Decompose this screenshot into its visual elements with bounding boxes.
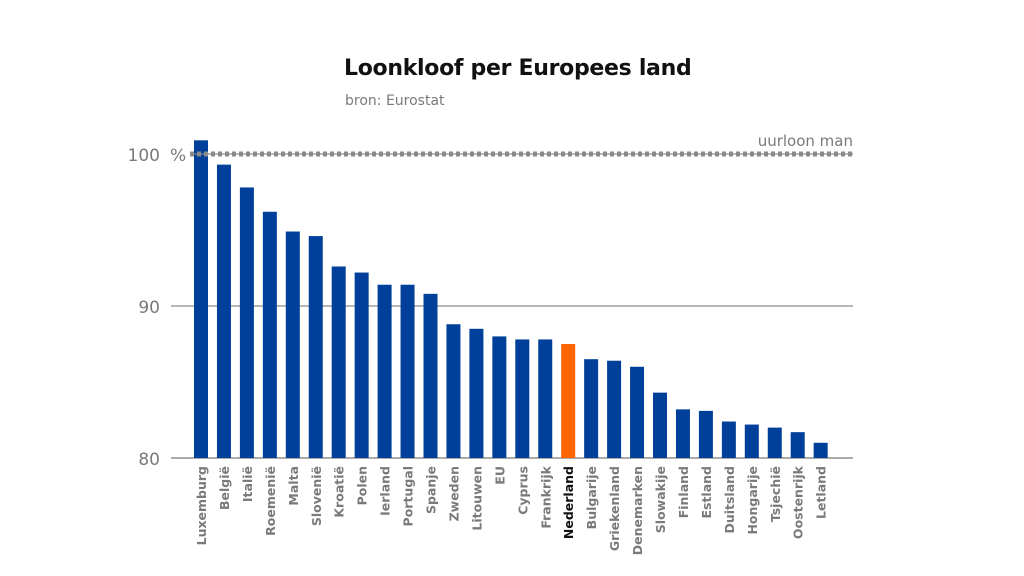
chart-title: Loonkloof per Europees land <box>344 56 692 81</box>
x-category-label: Denemarken <box>630 466 645 555</box>
bar-roemenië <box>262 211 277 458</box>
bar-italië <box>239 187 254 458</box>
x-category-label: EU <box>492 466 507 485</box>
x-category-label: Luxemburg <box>194 466 209 545</box>
x-category-label: Finland <box>676 466 691 518</box>
bar-tsjechië <box>767 427 782 458</box>
x-category-label: Portugal <box>401 466 416 526</box>
y-tick-label: 90 <box>138 298 160 318</box>
x-category-label: Kroatië <box>332 466 347 518</box>
bar-polen <box>354 272 369 458</box>
bar-kroatië <box>331 266 346 458</box>
bar-zweden <box>446 324 461 458</box>
y-tick-label: 80 <box>138 450 160 470</box>
x-category-label: Roemenië <box>263 466 278 536</box>
bar-cyprus <box>515 339 530 458</box>
x-category-label: Cyprus <box>515 466 530 515</box>
bar-hongarije <box>744 424 759 458</box>
x-category-label: Italië <box>240 466 255 502</box>
x-category-label: Malta <box>286 466 301 506</box>
bar-nederland <box>561 344 576 458</box>
bar-griekenland <box>607 360 622 458</box>
x-category-label: Duitsland <box>722 466 737 534</box>
x-category-label: Nederland <box>561 466 576 539</box>
x-category-label: Litouwen <box>469 466 484 531</box>
bar-letland <box>813 442 828 458</box>
x-category-label: Slovenië <box>309 466 324 526</box>
bar-belgië <box>216 164 231 458</box>
x-category-label: Griekenland <box>607 466 622 551</box>
chart-subtitle: bron: Eurostat <box>345 93 445 109</box>
gridlines <box>171 305 853 459</box>
bar-frankrijk <box>538 339 553 458</box>
bar-bulgarije <box>584 359 599 458</box>
x-category-label: Bulgarije <box>584 466 599 529</box>
bars <box>194 140 828 458</box>
y-tick-label: 100 <box>128 146 160 166</box>
y-unit-label: % <box>170 146 186 166</box>
reference-line-label: uurloon man <box>758 132 853 150</box>
bar-luxemburg <box>194 140 208 458</box>
x-category-label: Oostenrijk <box>791 465 806 539</box>
bar-slovenië <box>308 236 323 458</box>
x-category-label: Estland <box>699 466 714 519</box>
x-category-label: Tsjechië <box>768 466 783 522</box>
bar-estland <box>698 410 713 458</box>
bar-ierland <box>377 284 392 458</box>
bar-oostenrijk <box>790 432 805 458</box>
bar-finland <box>675 409 690 458</box>
x-category-label: Frankrijk <box>538 465 553 528</box>
x-category-label: Polen <box>355 466 370 505</box>
bar-eu <box>492 336 507 458</box>
x-category-label: Hongarije <box>745 466 760 535</box>
x-category-label: Spanje <box>424 466 439 514</box>
x-category-label: Slowakije <box>653 466 668 533</box>
bar-denemarken <box>630 366 645 458</box>
x-axis-labels: Luxemburg België Italië Roemenië Malta Sloven… <box>194 465 829 555</box>
bar-slowakije <box>653 392 667 458</box>
x-category-label: Letland <box>814 466 829 519</box>
bar-litouwen <box>469 328 484 458</box>
x-category-label: België <box>217 466 232 510</box>
y-axis-ticks: 80 90 100% <box>128 146 187 470</box>
bar-spanje <box>423 293 438 458</box>
bar-duitsland <box>721 421 736 458</box>
x-category-label: Zweden <box>446 466 461 521</box>
reference-line-group: uurloon man <box>190 132 853 157</box>
x-category-label: Ierland <box>378 466 393 516</box>
bar-malta <box>285 231 300 458</box>
bar-portugal <box>400 284 415 458</box>
